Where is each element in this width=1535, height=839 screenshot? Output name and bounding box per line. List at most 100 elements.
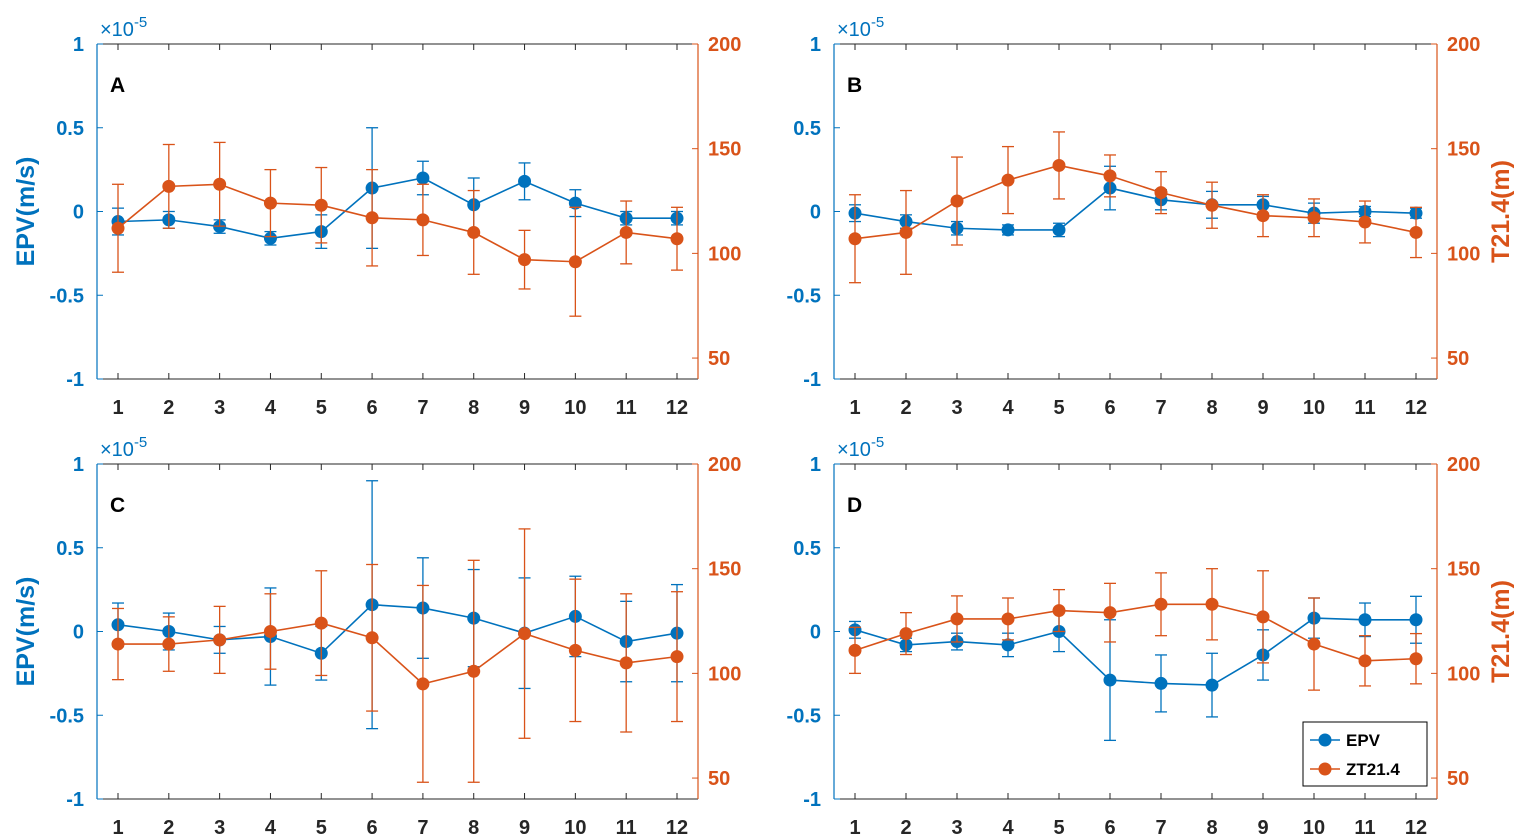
x-tick-label: 8 (1206, 397, 1217, 419)
exponent-base: ×10 (837, 439, 871, 461)
data-point-zt (1307, 211, 1321, 225)
y-left-tick-label: -0.5 (787, 285, 821, 307)
x-tick-label: 10 (1303, 817, 1325, 839)
data-point-zt (848, 232, 862, 246)
y-left-tick-label: 0.5 (793, 538, 821, 560)
x-tick-label: 1 (849, 817, 860, 839)
x-tick-label: 1 (112, 817, 123, 839)
legend: EPV ZT21.4 (1302, 721, 1428, 787)
y-right-tick-label: 50 (708, 348, 730, 370)
data-point-epv (1154, 676, 1168, 690)
data-point-zt (162, 179, 176, 193)
x-tick-label: 4 (265, 397, 277, 419)
panel-a: 1 2 3 4 5 6 7 8 9 10 11 12-1-0.500.5150100150200×10… (12, 14, 741, 419)
series-zt (848, 131, 1423, 284)
x-tick-label: 8 (1206, 817, 1217, 839)
data-point-zt (518, 253, 532, 267)
data-point-zt (1103, 606, 1117, 620)
x-tick-label: 6 (1104, 817, 1115, 839)
series-line-epv (117, 177, 677, 240)
exponent-label: ×10-5 (837, 434, 884, 461)
data-point-zt (314, 198, 328, 212)
series-line-zt (118, 622, 678, 685)
y-right-tick-label: 200 (1447, 34, 1480, 56)
data-point-zt (518, 627, 532, 641)
series-line-zt (854, 603, 1417, 662)
data-point-zt (1103, 169, 1117, 183)
y-left-axis-title: EPV(m/s) (12, 157, 40, 267)
y-right-tick-label: 150 (708, 559, 741, 581)
x-tick-label: 10 (1303, 397, 1325, 419)
series-epv (111, 480, 684, 730)
data-point-zt (467, 664, 481, 678)
data-point-epv (263, 231, 277, 245)
series-line-epv (854, 187, 1417, 231)
series-line-zt (117, 183, 678, 263)
y-right-tick-label: 100 (1447, 243, 1480, 265)
y-right-tick-label: 150 (1447, 559, 1480, 581)
data-point-zt (568, 643, 582, 657)
data-point-zt (899, 225, 913, 239)
data-point-zt (162, 637, 176, 651)
x-tick-label: 12 (666, 817, 688, 839)
x-tick-label: 4 (1002, 397, 1014, 419)
data-point-zt (848, 643, 862, 657)
y-right-tick-label: 100 (708, 663, 741, 685)
series-epv (848, 595, 1423, 742)
data-point-epv (568, 196, 582, 210)
y-left-tick-label: 0.5 (56, 538, 84, 560)
data-point-epv (416, 171, 430, 185)
x-tick-label: 8 (468, 397, 479, 419)
x-tick-label: 1 (849, 397, 860, 419)
exponent-label: ×10-5 (100, 14, 147, 41)
data-point-zt (1256, 610, 1270, 624)
series-line-epv (117, 603, 678, 655)
y-right-tick-label: 100 (1447, 663, 1480, 685)
exponent-power: -5 (871, 434, 884, 451)
y-left-tick-label: 0.5 (793, 118, 821, 140)
y-right-tick-label: 50 (1447, 348, 1469, 370)
data-point-zt (1205, 597, 1219, 611)
data-point-epv (1409, 613, 1423, 627)
data-point-zt (111, 221, 125, 235)
x-tick-label: 2 (163, 817, 174, 839)
data-point-zt (1154, 597, 1168, 611)
data-point-epv (518, 174, 532, 188)
data-point-zt (1409, 652, 1423, 666)
panel-b: 1 2 3 4 5 6 7 8 9 10 11 12-1-0.500.5150100150200×10… (787, 14, 1515, 419)
exponent-base: ×10 (837, 19, 871, 41)
x-tick-label: 1 (112, 397, 123, 419)
y-left-tick-label: 0 (73, 202, 84, 224)
data-point-zt (1358, 215, 1372, 229)
data-point-zt (1409, 225, 1423, 239)
x-tick-label: 11 (616, 397, 637, 419)
x-tick-label: 7 (1155, 397, 1166, 419)
x-tick-label: 10 (564, 397, 586, 419)
data-point-zt (619, 656, 633, 670)
x-tick-label: 12 (1405, 397, 1427, 419)
exponent-power: -5 (134, 434, 147, 451)
y-left-tick-label: 0.5 (56, 118, 84, 140)
data-point-zt (111, 637, 125, 651)
data-point-epv (1052, 223, 1066, 237)
x-tick-label: 7 (417, 817, 428, 839)
data-point-zt (1154, 186, 1168, 200)
series-epv (848, 165, 1423, 238)
exponent-label: ×10-5 (100, 434, 147, 461)
data-point-zt (1256, 209, 1270, 223)
x-tick-label: 3 (214, 817, 225, 839)
data-point-zt (213, 177, 227, 191)
data-point-epv (1103, 673, 1117, 687)
x-tick-label: 2 (900, 397, 911, 419)
data-point-epv (1001, 223, 1015, 237)
y-left-tick-label: -1 (66, 369, 84, 391)
legend-marker (1318, 762, 1332, 776)
x-tick-label: 7 (417, 397, 428, 419)
x-tick-label: 6 (367, 817, 378, 839)
panel-c: 1 2 3 4 5 6 7 8 9 10 11 12-1-0.500.5150100150200×10… (12, 434, 741, 839)
data-point-zt (416, 677, 430, 691)
x-tick-label: 7 (1155, 817, 1166, 839)
exponent-label: ×10-5 (837, 14, 884, 41)
exponent-power: -5 (871, 14, 884, 31)
